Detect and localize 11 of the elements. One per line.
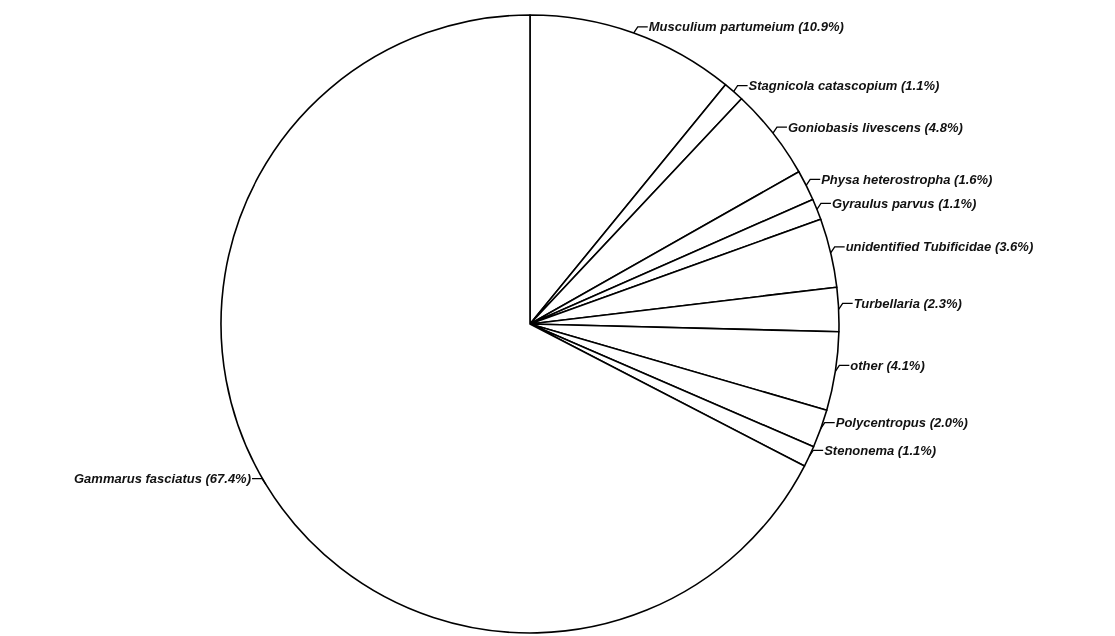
slice-label: Musculium partumeium (10.9%)	[648, 19, 844, 35]
slice-label: Goniobasis livescens (4.8%)	[787, 119, 963, 135]
slice-label: Physa heterostropha (1.6%)	[821, 172, 993, 187]
slice-label: Stagnicola catascopium (1.1%)	[748, 78, 940, 94]
slice-label: Gyraulus parvus (1.1%)	[831, 195, 977, 211]
slice-label: Polycentropus (2.0%)	[835, 415, 968, 431]
slice-label: Stenonema (1.1%)	[824, 442, 937, 458]
slice-label: other (4.1%)	[850, 357, 925, 373]
slice-label: Gammarus fasciatus (67.4%)	[74, 471, 252, 487]
slice-label: unidentified Tubificidae (3.6%)	[845, 239, 1034, 255]
slice-label: Turbellaria (2.3%)	[853, 295, 962, 311]
